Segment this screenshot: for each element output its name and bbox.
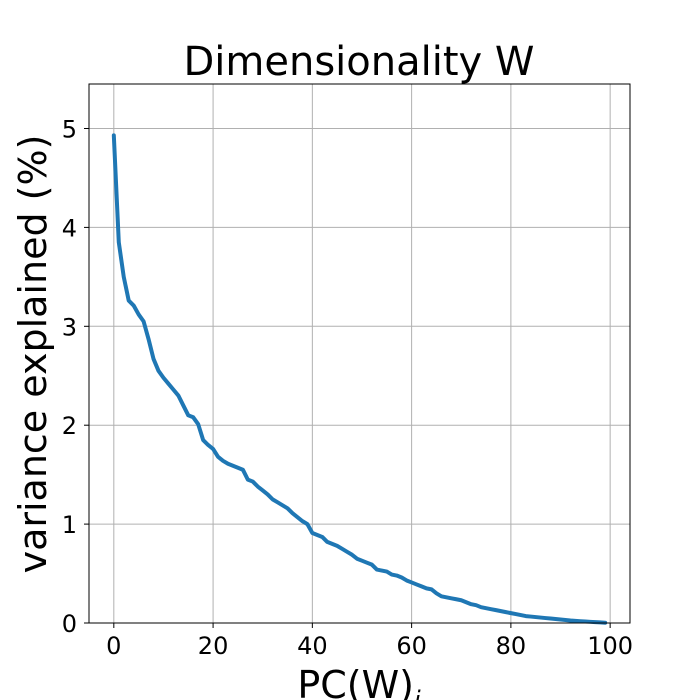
x-tick-label: 20: [198, 632, 229, 660]
axis-ticks: 0 20 40 60 80 100 0 1 2 3 4 5: [62, 116, 633, 660]
x-axis-label: PC(W)i: [297, 663, 421, 700]
grid: [89, 84, 630, 624]
x-tick-label: 100: [587, 632, 633, 660]
plot-frame: [88, 83, 631, 624]
series-line: [111, 133, 608, 625]
x-tick-label: 60: [396, 632, 427, 660]
x-axis-label-subscript: i: [414, 686, 421, 700]
y-tick-label: 0: [62, 610, 77, 638]
y-axis-label: variance explained (%): [11, 135, 55, 574]
x-tick-label: 40: [297, 632, 328, 660]
y-tick-label: 1: [62, 511, 77, 539]
y-tick-label: 3: [62, 313, 77, 341]
chart-title: Dimensionality W: [184, 39, 535, 85]
series-layer: [111, 133, 608, 625]
y-tick-label: 5: [62, 116, 77, 144]
y-tick-label: 2: [62, 412, 77, 440]
x-tick-label: 80: [496, 632, 527, 660]
y-tick-label: 4: [62, 214, 77, 242]
x-axis-label-text: PC(W): [297, 663, 414, 700]
x-tick-label: 0: [106, 632, 121, 660]
